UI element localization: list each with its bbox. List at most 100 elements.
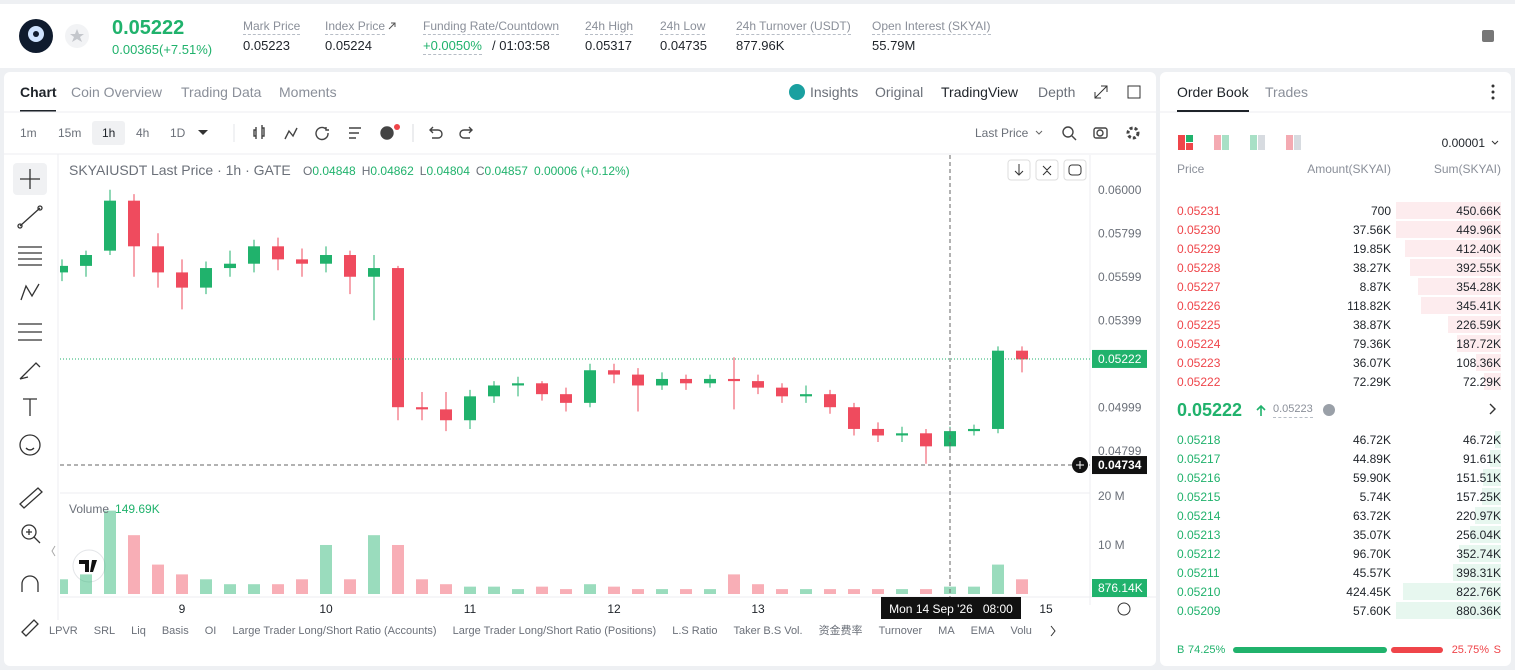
indicator[interactable]: SRL: [93, 625, 116, 637]
book-views[interactable]: [1178, 135, 1301, 150]
indicator[interactable]: Large Trader Long/Short Ratio (Positions…: [452, 625, 657, 637]
stat-label: 24h High: [585, 19, 634, 35]
volume-bar: [512, 589, 524, 594]
indicator[interactable]: OI: [204, 625, 217, 637]
volume-bar: [200, 579, 212, 594]
interval[interactable]: 1h: [102, 126, 116, 140]
indicator[interactable]: Basis: [161, 625, 189, 637]
interval[interactable]: 15m: [58, 126, 82, 140]
crosshair-time-box: [881, 597, 1021, 619]
candle-body: [656, 378, 668, 386]
indicator[interactable]: Turnover: [878, 625, 923, 637]
indicator[interactable]: L.S Ratio: [672, 625, 718, 637]
candle-body: [800, 394, 812, 397]
candle-body: [512, 383, 524, 386]
interval[interactable]: 1m: [20, 126, 37, 140]
ohlc-key: O: [303, 164, 312, 178]
volume-bar: [560, 589, 572, 594]
book-price: 0.05214: [1177, 509, 1221, 523]
indicator[interactable]: MA: [938, 625, 955, 637]
chevron[interactable]: [1489, 403, 1496, 415]
book-price: 0.05230: [1177, 223, 1221, 237]
book-price: 0.05231: [1177, 204, 1221, 218]
volume-bar: [488, 586, 500, 594]
volume-bar: [584, 584, 596, 594]
candle-body: [776, 387, 788, 397]
book-price: 0.05210: [1177, 585, 1221, 599]
dots[interactable]: [1491, 84, 1495, 100]
indicator[interactable]: Taker B.S Vol.: [733, 625, 803, 637]
book-sum: 226.59K: [1456, 318, 1501, 332]
stat-label: Index Price: [325, 19, 386, 35]
chart-tab[interactable]: Trading Data: [181, 84, 262, 100]
candle-body: [464, 396, 476, 421]
toolbar-icons[interactable]: [253, 124, 1140, 142]
view-tab[interactable]: TradingView: [941, 84, 1019, 100]
depth-bar: [1404, 240, 1501, 257]
depth-bar: [1396, 602, 1501, 619]
book-price: 0.05229: [1177, 242, 1221, 256]
expand-icon[interactable]: [1094, 85, 1108, 99]
chart: SKYAIUSDT Last Price · 1h · GATE O0.04848…: [60, 155, 1156, 619]
dot: [394, 124, 400, 130]
interval[interactable]: 4h: [136, 126, 150, 140]
indicator[interactable]: Large Trader Long/Short Ratio (Accounts): [232, 625, 437, 637]
v-tick-label: 10 M: [1098, 538, 1125, 552]
indicator[interactable]: Liq: [131, 625, 146, 637]
volume-bar: [344, 579, 356, 594]
interval-caret[interactable]: [198, 130, 208, 135]
book-sum: 354.28K: [1456, 280, 1501, 294]
x-tick-label: 13: [751, 602, 765, 616]
volume-bar: [224, 584, 236, 594]
volume-bar: [104, 510, 116, 594]
header-icon[interactable]: [1482, 30, 1494, 42]
book-sum: 108.36K: [1456, 356, 1501, 370]
volume-bar: [368, 535, 380, 594]
volume-bar: [752, 584, 764, 594]
volume-bar: [968, 586, 980, 594]
more-arrow[interactable]: [1050, 625, 1056, 637]
indicator[interactable]: 资金费率: [818, 625, 863, 637]
window-icon[interactable]: [1127, 85, 1141, 99]
book-tab[interactable]: Trades: [1265, 84, 1309, 100]
indicator[interactable]: LPVR: [49, 625, 78, 637]
stat-value: 877.96K: [736, 38, 785, 53]
v-tick-label: 20 M: [1098, 489, 1125, 503]
chart-tab[interactable]: Coin Overview: [71, 84, 163, 100]
indicator[interactable]: Volu: [1010, 625, 1032, 637]
collapse-arrow[interactable]: [51, 545, 56, 557]
shield-icon: [1323, 404, 1335, 416]
view-tab[interactable]: Original: [875, 84, 924, 100]
stat-label: Funding Rate/Countdown: [423, 19, 560, 35]
stat-value: 0.05224: [325, 38, 372, 53]
chart-btn-icon: [1042, 165, 1052, 176]
precision[interactable]: 0.00001: [1441, 136, 1485, 150]
book-tab[interactable]: Order Book: [1177, 84, 1249, 100]
ohlc: O0.04848 H0.04862 L0.04804 C0.04857 0.00006 …: [303, 164, 630, 178]
price-type[interactable]: Last Price: [975, 126, 1029, 140]
depth-bar: [1475, 354, 1501, 371]
settings-icon[interactable]: [1117, 602, 1131, 616]
indicator[interactable]: EMA: [970, 625, 995, 637]
candle-body: [896, 433, 908, 436]
book-amount: 63.72K: [1352, 509, 1391, 523]
drawing-tools[interactable]: [17, 169, 43, 637]
volume-bar: [272, 584, 284, 594]
chart-tab[interactable]: Moments: [279, 84, 337, 100]
volume-bar: [656, 589, 668, 594]
view-tab[interactable]: Insights: [810, 84, 859, 100]
view-tab[interactable]: Depth: [1038, 84, 1076, 100]
x-tick-label: 15: [1039, 602, 1053, 616]
stat-label: 24h Turnover (USDT): [736, 19, 851, 35]
book-sum: 880.36K: [1456, 604, 1501, 618]
chart-tab[interactable]: Chart: [20, 84, 57, 100]
volume-bar: [608, 586, 620, 594]
precision-caret[interactable]: [1491, 140, 1499, 145]
price-type-caret[interactable]: [1035, 130, 1043, 135]
book-sum: 449.96K: [1456, 223, 1501, 237]
candle-body: [536, 383, 548, 395]
interval[interactable]: 1D: [170, 126, 186, 140]
chart-btn[interactable]: [1063, 159, 1087, 181]
volume-bar: [776, 589, 788, 594]
